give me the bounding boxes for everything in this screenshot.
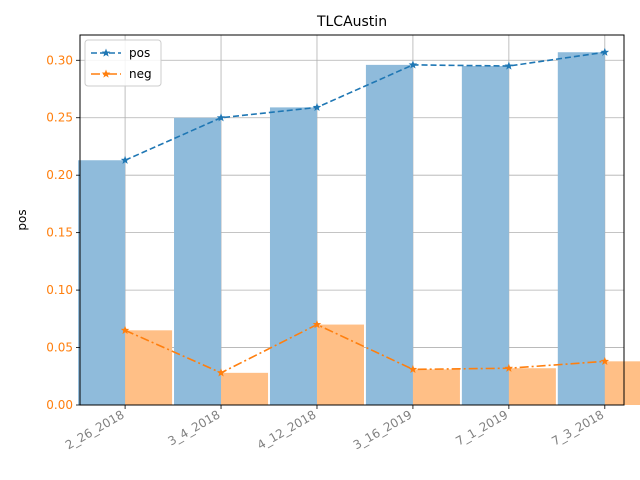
bar-neg bbox=[508, 368, 556, 405]
point-neg bbox=[504, 363, 514, 372]
y-tick-label: 0.15 bbox=[46, 226, 73, 240]
point-pos bbox=[600, 47, 610, 56]
point-neg bbox=[216, 368, 226, 377]
point-pos bbox=[408, 60, 418, 69]
legend-marker-neg bbox=[101, 69, 111, 78]
legend: pos neg bbox=[84, 39, 162, 87]
bar-neg bbox=[316, 324, 364, 405]
bar-pos bbox=[365, 64, 413, 405]
line-group bbox=[120, 47, 610, 377]
chart-title: TLCAustin bbox=[316, 14, 387, 30]
point-neg bbox=[600, 356, 610, 365]
y-tick-label: 0.10 bbox=[46, 283, 73, 297]
legend-label-neg: neg bbox=[129, 67, 152, 81]
point-pos bbox=[504, 61, 514, 70]
bar-neg bbox=[604, 361, 640, 405]
y-tick-label: 0.00 bbox=[46, 398, 73, 412]
plot-frame bbox=[79, 34, 625, 406]
y-tick-label: 0.20 bbox=[46, 168, 73, 182]
line-pos bbox=[124, 51, 605, 161]
bar-pos bbox=[269, 107, 317, 406]
bar-neg bbox=[412, 369, 460, 405]
point-pos bbox=[216, 113, 226, 122]
point-neg bbox=[408, 364, 418, 374]
bar-pos bbox=[174, 117, 222, 406]
bar-neg bbox=[125, 330, 173, 405]
bar-pos bbox=[461, 66, 509, 405]
point-neg bbox=[120, 325, 130, 334]
bar-group bbox=[78, 52, 640, 406]
point-pos bbox=[120, 155, 130, 164]
y-tick-label: 0.05 bbox=[46, 341, 73, 355]
y-tick-label: 0.25 bbox=[46, 111, 73, 125]
legend-label-pos: pos bbox=[129, 46, 150, 60]
point-neg bbox=[312, 320, 322, 329]
y-axis-ticks: 0.00 0.05 0.10 0.15 0.20 0.25 0.30 bbox=[46, 53, 80, 412]
bar-pos bbox=[557, 52, 605, 405]
bar-neg bbox=[221, 372, 269, 405]
y-tick-label: 0.30 bbox=[46, 53, 73, 67]
bar-pos bbox=[78, 160, 126, 405]
legend-marker-pos bbox=[101, 48, 111, 57]
line-neg bbox=[124, 323, 605, 374]
y-axis-label: pos bbox=[15, 209, 29, 230]
point-pos bbox=[312, 102, 322, 112]
